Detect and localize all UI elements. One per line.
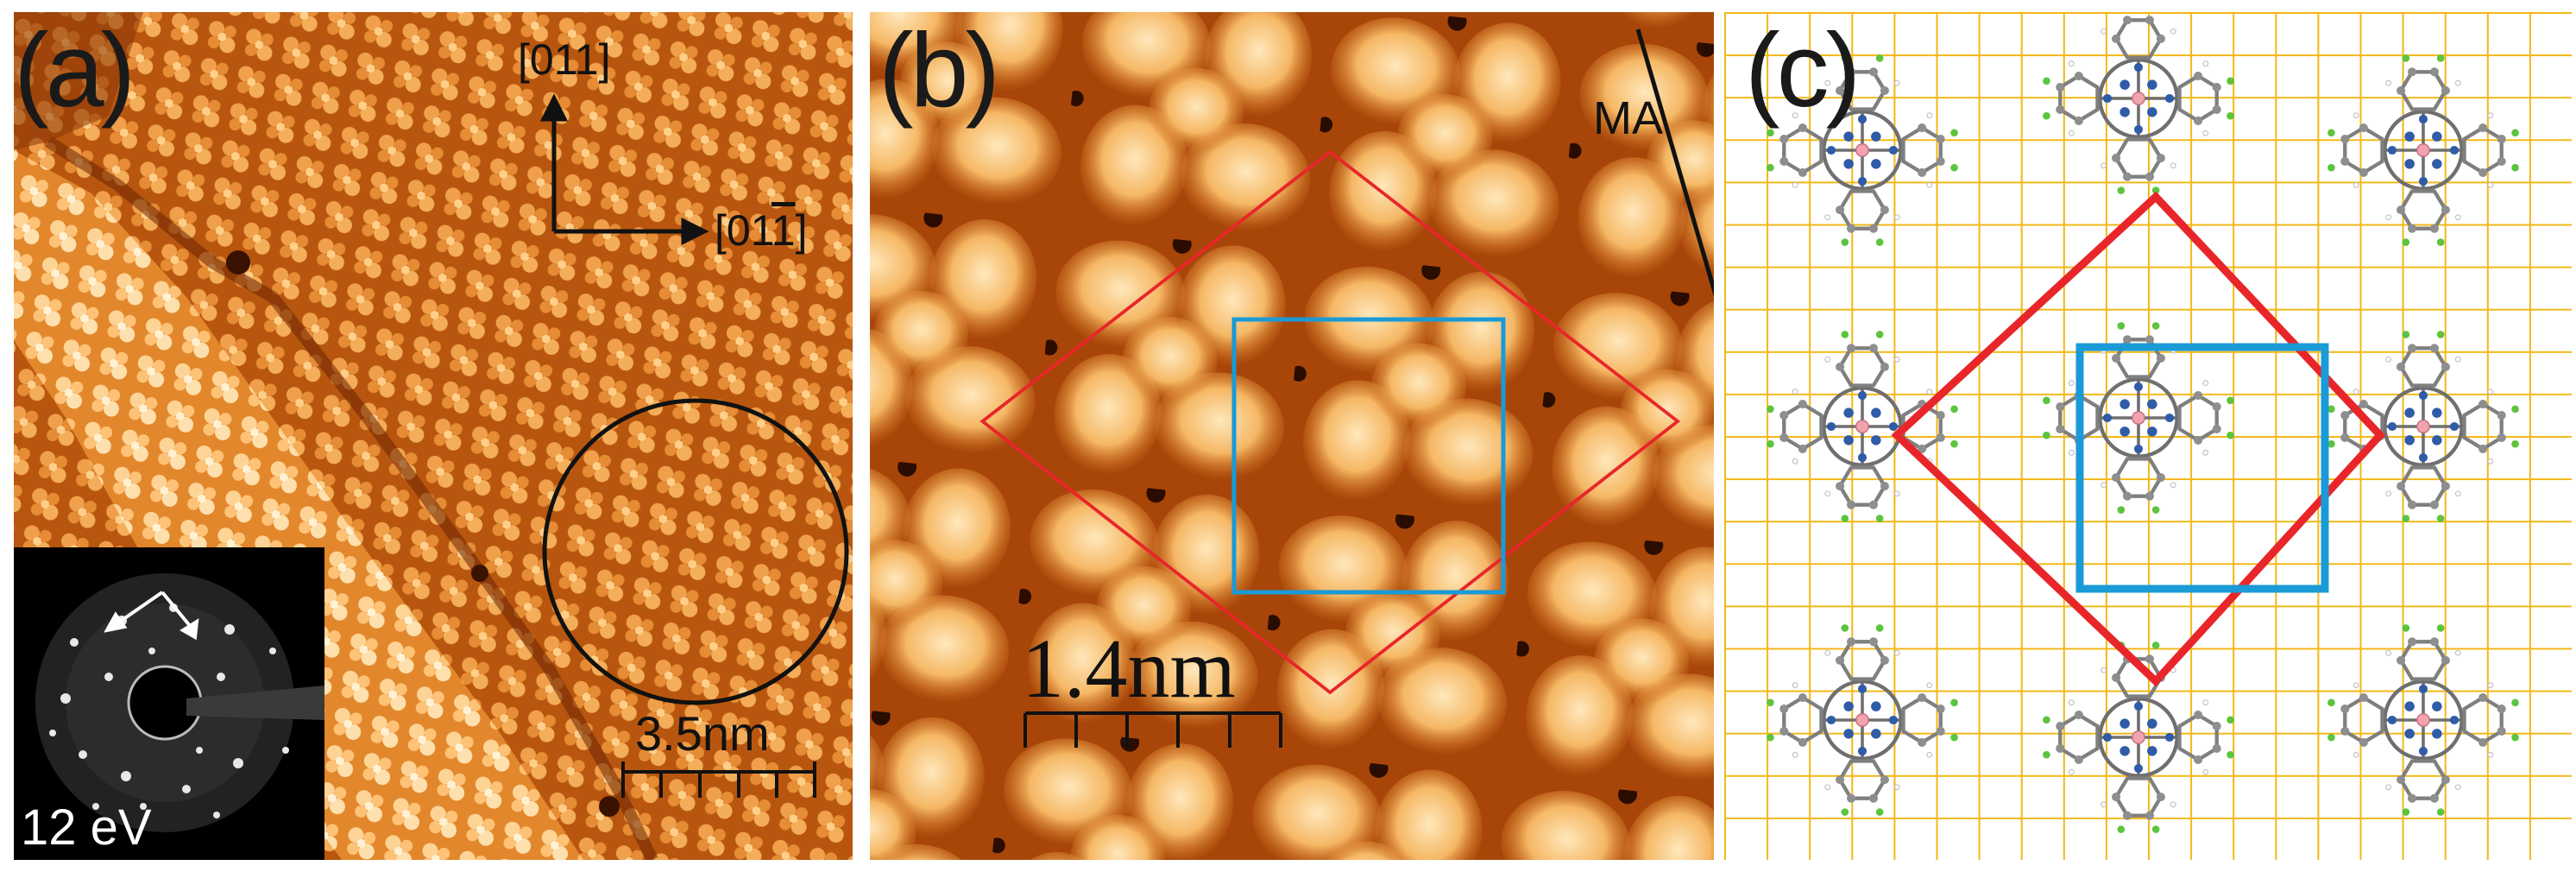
red-unit-cell-model <box>1891 191 2386 687</box>
blue-unit-cell <box>1231 317 1506 595</box>
scale-bar-a <box>621 761 816 798</box>
panel-c-structure-model: (c) <box>1724 12 2572 860</box>
direction-arrows <box>539 93 709 246</box>
leed-inset: 12 eV <box>14 547 324 860</box>
panel-label-b: (b) <box>879 12 1000 129</box>
panel-b-stm-closeup: (b) MA 1.4nm <box>870 12 1714 860</box>
panel-label-a: (a) <box>14 12 135 129</box>
ma-direction-line <box>1635 28 1714 297</box>
scale-bar-b <box>1023 711 1282 748</box>
scale-bar-label-a: 3.5nm <box>635 706 770 761</box>
molecular-model <box>1724 12 2572 860</box>
direction-label-vertical: [011] <box>518 35 611 84</box>
highlight-circle <box>542 398 849 705</box>
blue-unit-cell-model <box>2075 343 2329 593</box>
panel-a-stm-image: (a) [011] [011] 3.5nm <box>14 12 853 860</box>
direction-label-horizontal: [011] <box>715 206 808 255</box>
leed-pattern <box>14 547 324 860</box>
red-unit-cell <box>979 149 1681 695</box>
stm-closeup-image <box>870 12 1714 860</box>
ma-label: MA <box>1593 92 1663 144</box>
scale-bar-label-b: 1.4nm <box>1022 622 1236 716</box>
panel-label-c: (c) <box>1745 12 1861 129</box>
leed-energy-label: 12 eV <box>21 799 152 856</box>
